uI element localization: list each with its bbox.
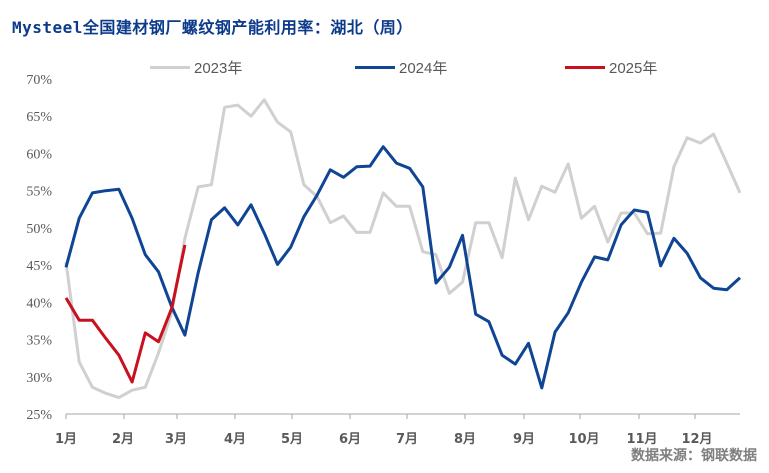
line-2024 [64, 145, 742, 390]
y-tick-label: 50% [26, 222, 52, 237]
legend-swatch-2024 [355, 66, 395, 69]
legend-label-2024: 2024年 [399, 60, 448, 77]
legend-item-2023: 2023年 [150, 57, 242, 78]
x-tick-label: 11月 [626, 432, 657, 447]
y-tick-label: 25% [26, 408, 52, 423]
y-tick-label: 30% [26, 371, 52, 386]
legend-swatch-2023 [150, 66, 190, 69]
legend-swatch-2025 [565, 66, 605, 69]
x-tick-label: 12月 [681, 432, 712, 447]
x-tick-label: 2月 [112, 432, 134, 447]
line-2023 [64, 98, 742, 400]
x-tick-label: 10月 [568, 432, 599, 447]
legend-label-2025: 2025年 [609, 60, 658, 77]
x-tick-label: 7月 [396, 432, 418, 447]
y-tick-label: 40% [26, 296, 52, 311]
y-tick-label: 60% [26, 147, 52, 162]
y-tick-label: 70% [26, 73, 52, 88]
legend-item-2025: 2025年 [565, 57, 657, 78]
legend-label-2023: 2023年 [194, 60, 243, 77]
x-tick-label: 9月 [513, 432, 535, 447]
y-axis: 70% 65% 60% 55% 50% 45% 40% 35% 30% 25% [26, 73, 52, 423]
y-tick-label: 65% [26, 110, 52, 125]
legend-item-2024: 2024年 [355, 57, 447, 78]
x-axis: 1月 2月 3月 4月 5月 6月 7月 8月 9月 10月 11月 12月 [55, 413, 740, 447]
line-2025 [64, 244, 187, 384]
chart-legend: 2023年 2024年 2025年 [0, 57, 769, 77]
chart-lines [64, 98, 742, 400]
x-tick-label: 8月 [454, 432, 476, 447]
y-tick-label: 35% [26, 334, 52, 349]
y-tick-label: 55% [26, 185, 52, 200]
x-tick-label: 4月 [224, 432, 246, 447]
chart-title: Mysteel全国建材钢厂螺纹钢产能利用率：湖北（周） [12, 18, 413, 37]
x-tick-label: 6月 [339, 432, 361, 447]
x-tick-label: 3月 [165, 432, 187, 447]
y-tick-label: 45% [26, 259, 52, 274]
x-tick-label: 5月 [281, 432, 303, 447]
data-source-note: 数据来源：钢联数据 [631, 448, 757, 464]
x-tick-label: 1月 [55, 432, 77, 447]
